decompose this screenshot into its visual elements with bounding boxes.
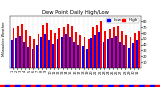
Bar [27, 47, 29, 68]
Bar [21, 24, 23, 68]
Bar [138, 31, 140, 68]
Bar [98, 32, 100, 68]
Bar [86, 49, 88, 68]
Bar [77, 45, 79, 68]
Bar [111, 38, 113, 68]
Bar [82, 46, 84, 68]
Bar [46, 23, 48, 68]
Bar [54, 33, 56, 68]
Bar [94, 35, 96, 68]
Bar [71, 26, 73, 68]
Bar [40, 37, 42, 68]
Bar [121, 31, 123, 68]
Bar [48, 40, 50, 68]
Bar [57, 39, 59, 68]
Bar [33, 39, 35, 68]
Bar [11, 40, 12, 68]
Bar [25, 30, 27, 68]
Title: Dew Point Daily High/Low: Dew Point Daily High/Low [42, 10, 109, 15]
Bar [125, 35, 127, 68]
Bar [61, 37, 63, 68]
Bar [84, 37, 85, 68]
Bar [90, 38, 92, 68]
Bar [19, 36, 21, 68]
Bar [103, 42, 104, 68]
Bar [42, 25, 44, 68]
Bar [63, 27, 64, 68]
Bar [44, 34, 46, 68]
Bar [59, 28, 60, 68]
Bar [36, 45, 38, 68]
Bar [69, 37, 71, 68]
Bar [29, 36, 31, 68]
Bar [52, 44, 54, 68]
Bar [132, 43, 134, 68]
Bar [113, 27, 115, 68]
Bar [88, 39, 90, 68]
Bar [23, 42, 25, 68]
Bar [100, 21, 102, 68]
Bar [38, 34, 40, 68]
Bar [50, 30, 52, 68]
Bar [115, 36, 117, 68]
Bar [104, 31, 106, 68]
Bar [136, 40, 138, 68]
Bar [79, 35, 81, 68]
Bar [119, 42, 121, 68]
Bar [109, 29, 111, 68]
Bar [17, 26, 19, 68]
Bar [96, 25, 98, 68]
Bar [73, 42, 75, 68]
Bar [75, 32, 77, 68]
Text: Milwaukee Weather: Milwaukee Weather [2, 22, 6, 56]
Bar [65, 34, 67, 68]
Bar [15, 38, 17, 68]
Bar [32, 49, 33, 68]
Bar [124, 45, 125, 68]
Bar [128, 48, 129, 68]
Legend: Low, High: Low, High [106, 18, 139, 23]
Bar [117, 26, 119, 68]
Bar [129, 37, 131, 68]
Bar [92, 27, 94, 68]
Bar [107, 39, 109, 68]
Bar [12, 28, 14, 68]
Bar [67, 24, 69, 68]
Bar [134, 33, 136, 68]
